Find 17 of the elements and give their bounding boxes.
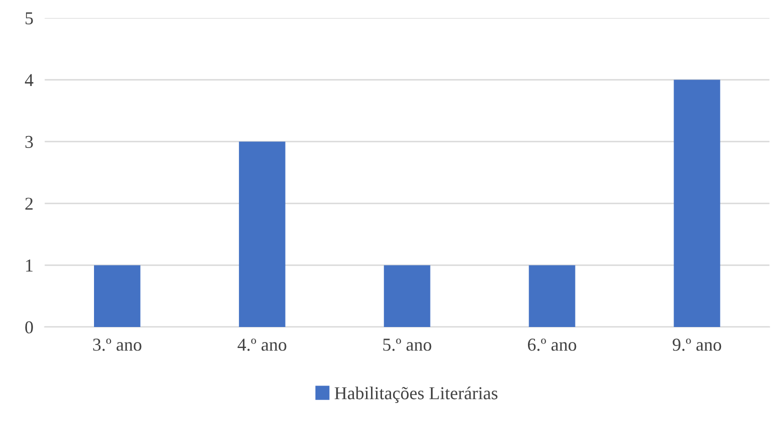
x-tick-label: 9.º ano: [672, 338, 722, 351]
x-tick-label: 6.º ano: [528, 338, 576, 351]
y-tick-label: 3: [25, 136, 33, 148]
bar: [528, 265, 576, 327]
y-tick-label: 5: [26, 12, 33, 24]
bar: [674, 80, 720, 327]
y-tick-label: 4: [24, 74, 34, 86]
bar: [384, 265, 430, 327]
x-tick-label: 4.º ano: [238, 338, 286, 351]
y-tick-label: 1: [26, 260, 33, 272]
legend-label: Habilitações Literárias: [334, 386, 498, 403]
y-tick-label: 2: [25, 198, 33, 210]
x-tick-label: 5.º ano: [383, 338, 432, 351]
y-tick-label: 0: [25, 321, 33, 334]
bar: [238, 142, 286, 327]
x-tick-label: 3.º ano: [93, 338, 142, 351]
bar: [94, 265, 140, 327]
